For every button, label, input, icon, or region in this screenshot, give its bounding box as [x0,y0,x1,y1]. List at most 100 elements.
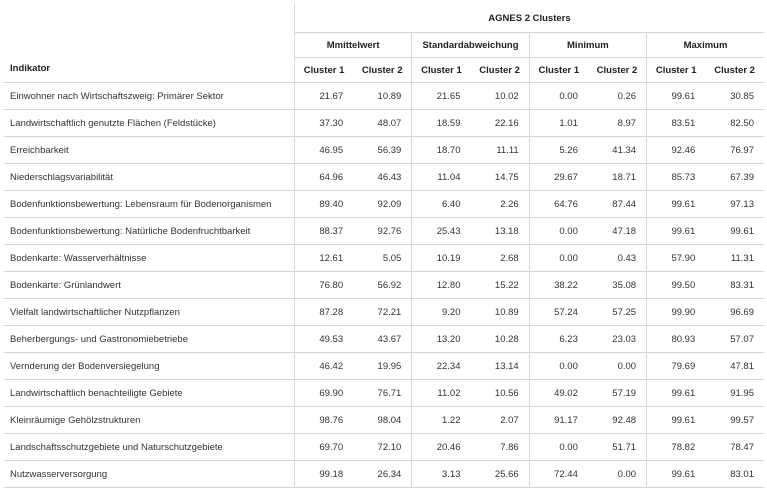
value-cell: 11.31 [705,244,764,272]
value-cell: 47.18 [587,217,647,245]
value-cell: 20.46 [411,433,471,461]
indicator-label: Niederschlagsvariabilität [4,163,295,191]
value-cell: 1.22 [411,406,471,434]
value-cell: 92.48 [587,406,647,434]
indicator-label: Einwohner nach Wirtschaftszweig: Primäre… [4,82,295,110]
value-cell: 0.43 [587,244,647,272]
value-cell: 18.59 [411,109,471,137]
value-cell: 57.19 [587,379,647,407]
value-cell: 99.61 [646,217,706,245]
value-cell: 83.51 [646,109,706,137]
value-cell: 23.03 [587,325,647,353]
value-cell: 13.18 [470,217,530,245]
value-cell: 5.26 [528,136,588,164]
value-cell: 92.09 [353,190,412,218]
table-row: Erreichbarkeit 46.95 56.39 18.70 11.11 5.26 41… [4,136,764,164]
value-cell: 8.97 [587,109,647,137]
value-cell: 3.13 [411,460,471,488]
indicator-label: Nutzwasserversorgung [4,460,295,488]
value-cell: 99.61 [646,82,706,110]
value-cell: 97.13 [705,190,764,218]
table-row: Landwirtschaftlich benachteiligte Gebiet… [4,379,764,407]
value-cell: 38.22 [528,271,588,299]
cluster-header: Cluster 1 [293,57,354,83]
value-cell: 91.17 [528,406,588,434]
indicator-label: Bodenkarte: Wasserverhältnisse [4,244,295,272]
cluster-header: Cluster 2 [470,57,530,83]
value-cell: 47.81 [705,352,764,380]
table-row: Bodenkarte: Grünlandwert 76.80 56.92 12.80 1… [4,271,764,299]
value-cell: 0.00 [528,433,588,461]
value-cell: 46.42 [293,352,354,380]
cluster-header: Cluster 1 [528,57,588,83]
value-cell: 10.89 [353,82,412,110]
value-cell: 51.71 [587,433,647,461]
value-cell: 48.07 [353,109,412,137]
value-cell: 0.00 [528,244,588,272]
value-cell: 2.07 [470,406,530,434]
value-cell: 18.70 [411,136,471,164]
value-cell: 69.70 [293,433,354,461]
value-cell: 57.07 [705,325,764,353]
value-cell: 69.90 [293,379,354,407]
value-cell: 99.61 [705,217,764,245]
value-cell: 91.95 [705,379,764,407]
value-cell: 57.90 [646,244,706,272]
indicator-label: Vielfalt landwirtschaftlicher Nutzpflanz… [4,298,295,326]
value-cell: 85.73 [646,163,706,191]
value-cell: 76.97 [705,136,764,164]
value-cell: 99.50 [646,271,706,299]
indicator-label: Landwirtschaftlich benachteiligte Gebiet… [4,379,295,407]
value-cell: 12.80 [411,271,471,299]
value-cell: 1.01 [528,109,588,137]
table-row: Landwirtschaftlich genutzte Flächen (Fel… [4,109,764,137]
value-cell: 35.08 [587,271,647,299]
value-cell: 19.95 [353,352,412,380]
value-cell: 83.01 [705,460,764,488]
value-cell: 99.61 [646,379,706,407]
value-cell: 79.69 [646,352,706,380]
value-cell: 56.39 [353,136,412,164]
value-cell: 2.26 [470,190,530,218]
value-cell: 22.16 [470,109,530,137]
group-header-mean: Mmittelwert [293,32,412,58]
value-cell: 83.31 [705,271,764,299]
value-cell: 46.95 [293,136,354,164]
value-cell: 11.11 [470,136,530,164]
value-cell: 49.02 [528,379,588,407]
value-cell: 21.67 [293,82,354,110]
value-cell: 76.71 [353,379,412,407]
cluster-header: Cluster 2 [353,57,412,83]
table-row: Nutzwasserversorgung 99.18 26.34 3.13 25.66 7… [4,460,764,488]
value-cell: 99.57 [705,406,764,434]
table-row: Bodenkarte: Wasserverhältnisse 12.61 5.05 1… [4,244,764,272]
value-cell: 10.02 [470,82,530,110]
value-cell: 72.21 [353,298,412,326]
value-cell: 98.76 [293,406,354,434]
value-cell: 13.20 [411,325,471,353]
indicator-label: Erreichbarkeit [4,136,295,164]
table-row: Beherbergungs- und Gastronomiebetriebe 49… [4,325,764,353]
cluster-header: Cluster 2 [587,57,647,83]
table-row: Bodenfunktionsbewertung: Natürliche Bode… [4,217,764,245]
group-header-min: Minimum [528,32,647,58]
table-row: Kleinräumige Gehölzstrukturen 98.76 98.04 1… [4,406,764,434]
value-cell: 2.68 [470,244,530,272]
table-row: Niederschlagsvariabilität 64.96 46.43 11.04… [4,163,764,191]
value-cell: 11.02 [411,379,471,407]
value-cell: 10.56 [470,379,530,407]
table-row: Einwohner nach Wirtschaftszweig: Primäre… [4,82,764,110]
cluster-header: Cluster 1 [646,57,706,83]
indicator-label: Bodenfunktionsbewertung: Lebensraum für … [4,190,295,218]
value-cell: 46.43 [353,163,412,191]
value-cell: 72.44 [528,460,588,488]
group-header-std: Standardabweichung [411,32,530,58]
value-cell: 57.25 [587,298,647,326]
cluster-header: Cluster 1 [411,57,471,83]
value-cell: 10.28 [470,325,530,353]
value-cell: 30.85 [705,82,764,110]
value-cell: 96.69 [705,298,764,326]
value-cell: 56.92 [353,271,412,299]
value-cell: 0.00 [528,352,588,380]
indicator-label: Beherbergungs- und Gastronomiebetriebe [4,325,295,353]
